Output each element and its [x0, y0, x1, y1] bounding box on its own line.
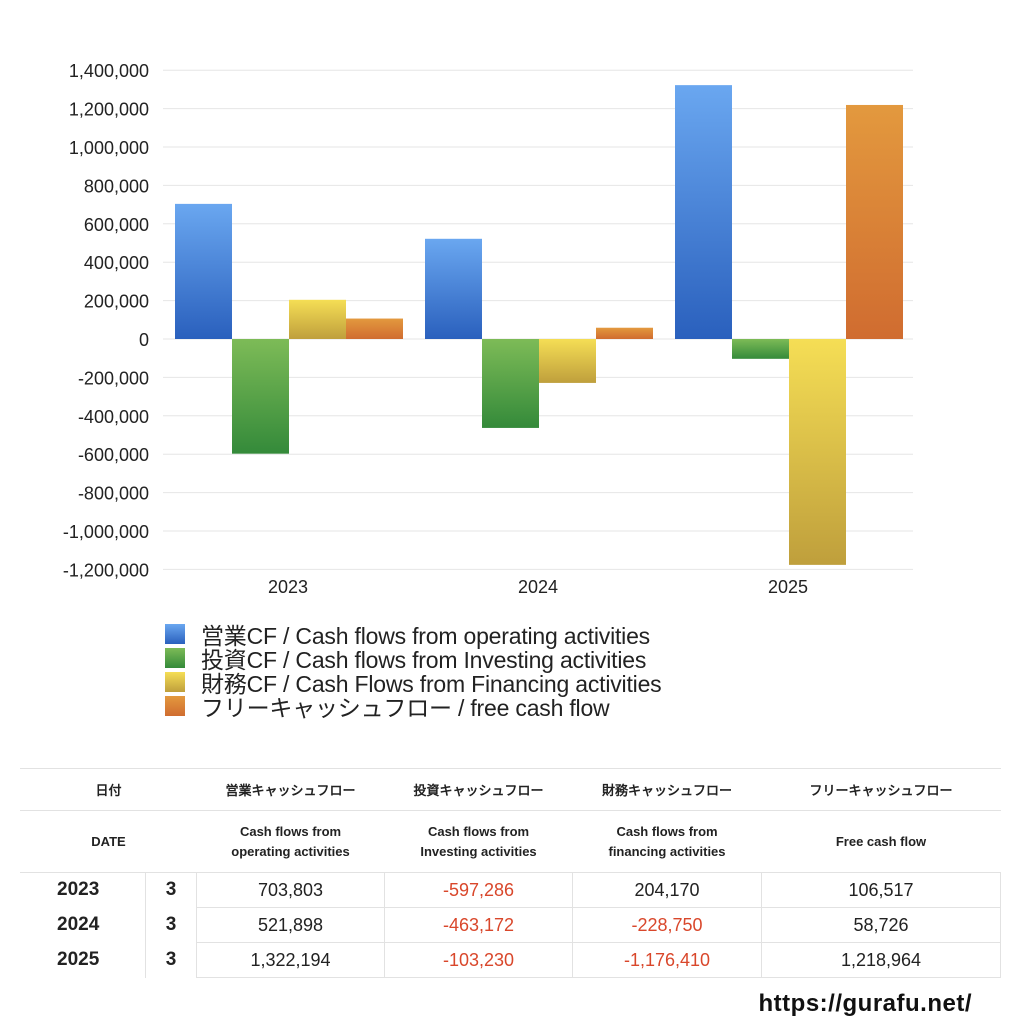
bar-financing-2023: [289, 299, 346, 339]
bar-free-2024: [596, 327, 653, 339]
legend-label: 営業CF / Cash flows from operating activit…: [201, 623, 650, 649]
cell-year: 2024: [20, 907, 146, 943]
header-operating-jp: 営業キャッシュフロー: [196, 768, 385, 811]
bar-operating-2023: [175, 203, 232, 339]
bar-investing-2023: [232, 339, 289, 454]
bar-operating-2025: [675, 85, 732, 339]
legend-swatch-financing: [165, 672, 185, 692]
legend-swatch-free: [165, 696, 185, 716]
chart-legend: 営業CF / Cash flows from operating activit…: [165, 622, 662, 721]
cell-year: 2023: [20, 872, 146, 908]
y-tick-label: 0: [139, 330, 149, 350]
header-investing-jp: 投資キャッシュフロー: [384, 768, 573, 811]
cell-year: 2025: [20, 942, 146, 978]
x-tick-label: 2023: [268, 577, 308, 597]
legend-swatch-operating: [165, 624, 185, 644]
header-operating-en: Cash flows from operating activities: [196, 810, 385, 873]
header-date-en: DATE: [20, 810, 197, 873]
y-tick-label: -600,000: [78, 445, 149, 465]
header-line-2: Investing activities: [420, 843, 537, 859]
cell-free: 1,218,964: [761, 942, 1002, 978]
legend-label: 投資CF / Cash flows from Investing activit…: [201, 647, 647, 673]
y-axis-labels: 1,400,000 1,200,000 1,000,000 800,000 600,00…: [63, 61, 149, 580]
site-url[interactable]: https://gurafu.net/: [758, 990, 972, 1017]
x-tick-label: 2024: [518, 577, 558, 597]
cell-investing: -103,230: [384, 942, 574, 978]
cell-free: 106,517: [761, 872, 1002, 908]
y-tick-label: -1,000,000: [63, 522, 149, 542]
legend-item-financing: 財務CF / Cash Flows from Financing activit…: [165, 670, 662, 697]
bar-investing-2024: [482, 339, 539, 428]
cell-operating: 703,803: [196, 872, 386, 908]
header-financing-jp: 財務キャッシュフロー: [572, 768, 762, 811]
y-tick-label: -1,200,000: [63, 560, 149, 580]
header-free-jp: フリーキャッシュフロー: [761, 768, 1001, 811]
x-axis-labels: 2023 2024 2025: [268, 577, 808, 597]
legend-label: 財務CF / Cash Flows from Financing activit…: [201, 671, 662, 697]
y-tick-label: 1,000,000: [69, 138, 149, 158]
y-tick-label: 800,000: [84, 176, 149, 196]
x-tick-label: 2025: [768, 577, 808, 597]
y-tick-label: 1,400,000: [69, 61, 149, 81]
table-row: 2024 3 521,898 -463,172 -228,750 58,726: [20, 907, 1002, 943]
header-line-2: financing activities: [608, 843, 726, 859]
header-line-1: Cash flows from: [427, 823, 530, 839]
gridlines: [163, 69, 913, 570]
legend-item-operating: 営業CF / Cash flows from operating activit…: [165, 622, 661, 649]
y-tick-label: 200,000: [84, 292, 149, 312]
legend-label: フリーキャッシュフロー / free cash flow: [201, 695, 610, 721]
y-tick-label: -400,000: [78, 407, 149, 427]
cash-flow-bar-chart: 1,400,000 1,200,000 1,000,000 800,000 600,00…: [63, 61, 913, 597]
header-financing-en: Cash flows from financing activities: [572, 810, 762, 873]
y-tick-label: -800,000: [78, 484, 149, 504]
cell-month: 3: [144, 942, 198, 978]
y-tick-label: 400,000: [84, 253, 149, 273]
header-line-1: Cash flows from: [239, 823, 342, 839]
header-line-2: operating activities: [231, 843, 350, 859]
cell-month: 3: [144, 872, 198, 908]
cell-operating: 1,322,194: [196, 942, 386, 978]
bar-operating-2024: [425, 238, 482, 339]
legend-item-investing: 投資CF / Cash flows from Investing activit…: [165, 646, 661, 673]
cell-free: 58,726: [761, 907, 1002, 943]
y-tick-label: -200,000: [78, 368, 149, 388]
table-header-jp: 日付 営業キャッシュフロー 投資キャッシュフロー 財務キャッシュフロー フリーキ…: [20, 768, 1001, 811]
bar-financing-2025: [789, 339, 846, 565]
legend-swatch-investing: [165, 648, 185, 668]
table-header-en: DATE Cash flows from operating activities…: [20, 810, 1001, 873]
cell-month: 3: [144, 907, 198, 943]
bar-financing-2024: [539, 339, 596, 383]
cell-financing: -1,176,410: [572, 942, 763, 978]
cell-financing: 204,170: [572, 872, 763, 908]
table-row: 2023 3 703,803 -597,286 204,170 106,517: [20, 872, 1002, 908]
y-tick-label: 1,200,000: [69, 100, 149, 120]
bars: [175, 85, 903, 565]
cash-flow-table: 日付 営業キャッシュフロー 投資キャッシュフロー 財務キャッシュフロー フリーキ…: [20, 768, 1002, 978]
table-row: 2025 3 1,322,194 -103,230 -1,176,410 1,2…: [20, 942, 1002, 978]
header-free-en: Free cash flow: [761, 810, 1001, 873]
bar-investing-2025: [732, 339, 789, 359]
cell-investing: -463,172: [384, 907, 574, 943]
cell-investing: -597,286: [384, 872, 574, 908]
cell-operating: 521,898: [196, 907, 386, 943]
header-line-1: Cash flows from: [616, 823, 718, 839]
cell-financing: -228,750: [572, 907, 763, 943]
y-tick-label: 600,000: [84, 215, 149, 235]
header-date-jp: 日付: [20, 768, 197, 811]
header-investing-en: Cash flows from Investing activities: [384, 810, 573, 873]
bar-free-2023: [346, 318, 403, 339]
legend-item-free: フリーキャッシュフロー / free cash flow: [165, 694, 661, 721]
bar-free-2025: [846, 104, 903, 339]
